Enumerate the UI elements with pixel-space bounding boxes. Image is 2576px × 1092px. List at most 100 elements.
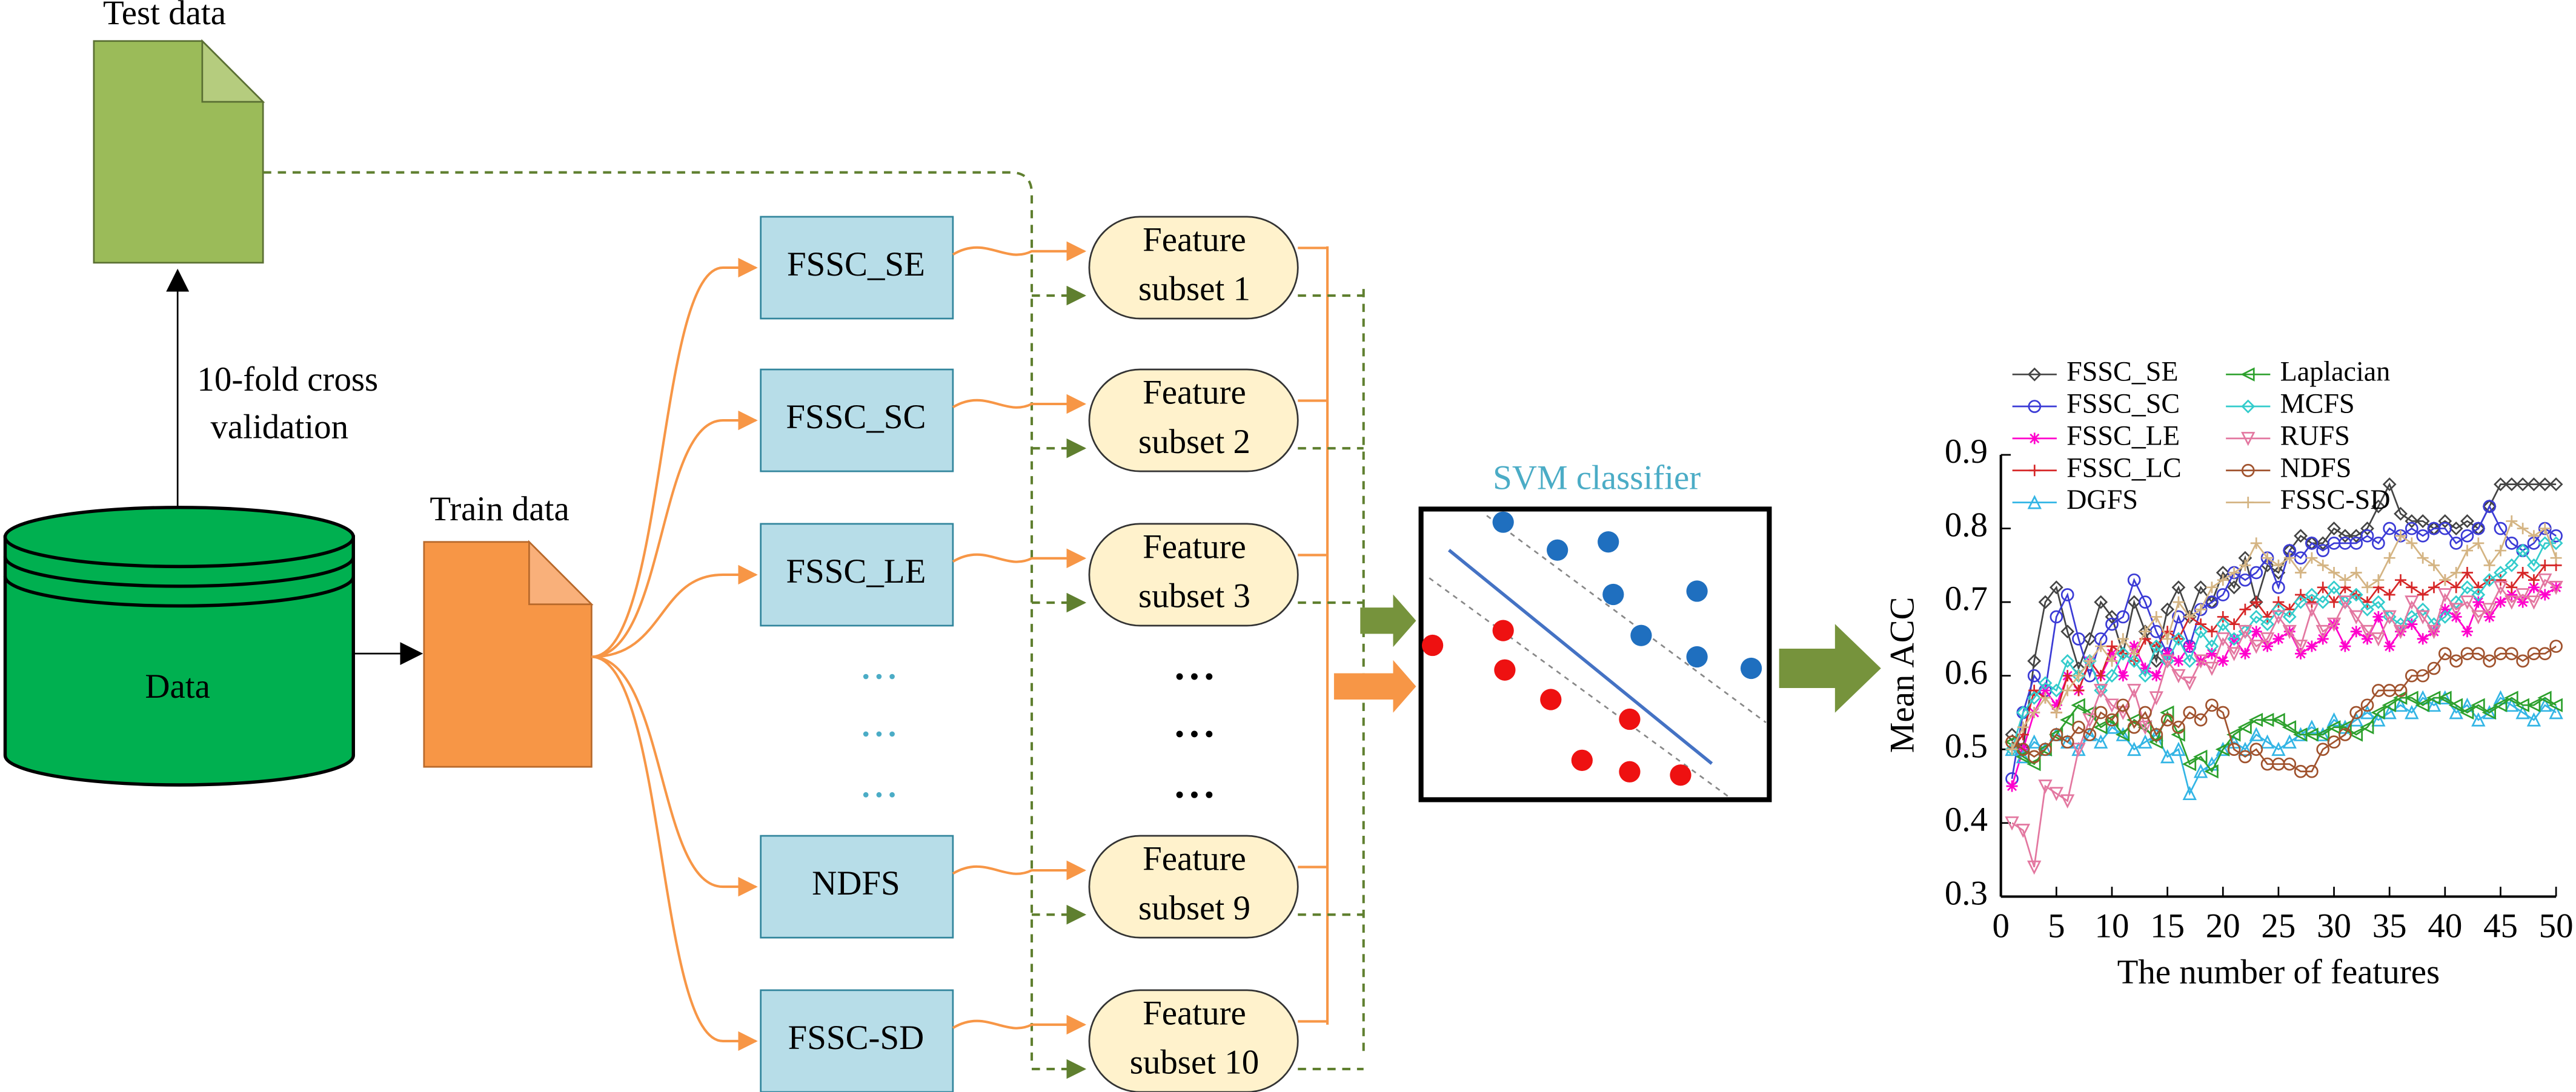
data-point: [2539, 523, 2551, 535]
data-point: [2272, 580, 2285, 594]
data-point: [2039, 684, 2051, 697]
data-point: [2062, 670, 2074, 682]
data-point: [2349, 529, 2363, 543]
series-line: [2011, 520, 2557, 750]
data-point: [2073, 670, 2085, 682]
data-point: [2038, 779, 2053, 794]
svm-illustration: [1421, 511, 1767, 798]
data-point: [2449, 704, 2463, 720]
data-point: [2205, 661, 2219, 677]
data-point: [2027, 690, 2042, 705]
data-point: [2128, 647, 2140, 660]
data-point: [2082, 713, 2097, 728]
data-point: [2472, 596, 2485, 608]
data-point: [2505, 558, 2519, 572]
data-point: [2372, 537, 2385, 550]
data-point: [2494, 596, 2506, 608]
data-point: [2426, 697, 2442, 712]
data-point: [2305, 764, 2319, 778]
data-point: [2360, 624, 2375, 640]
subset-flow: [952, 241, 1087, 262]
data-point: [2515, 704, 2530, 720]
data-point: [2228, 618, 2240, 630]
subset-label: subset 1: [1138, 270, 1250, 308]
data-point: [2027, 750, 2041, 764]
data-point: [2282, 610, 2297, 624]
data-point: [2117, 633, 2129, 645]
data-point: [2417, 589, 2429, 601]
data-point: [2549, 536, 2563, 551]
legend-label: FSSC_SC: [2066, 388, 2180, 419]
data-point: [2060, 624, 2075, 639]
data-point: [2127, 573, 2141, 587]
data-label: Data: [145, 667, 210, 706]
data-point: [2549, 580, 2563, 595]
y-tick-label: 0.5: [1945, 727, 1988, 765]
data-point: [2505, 647, 2518, 661]
data-point: [2016, 824, 2031, 838]
data-point: [2315, 536, 2330, 551]
data-point: [2171, 669, 2186, 684]
data-point: [2149, 691, 2163, 706]
data-point: [2173, 596, 2185, 608]
data-point: [2105, 713, 2119, 727]
data-point: [2116, 727, 2130, 741]
data-point: [2360, 521, 2374, 535]
data-point: [2249, 595, 2263, 609]
data-point: [2282, 720, 2297, 735]
data-point: [2405, 595, 2419, 610]
data-point: [2362, 596, 2374, 608]
data-point: [2182, 786, 2197, 801]
data-point: [2494, 544, 2506, 557]
y-tick-label: 0.8: [1945, 506, 1988, 544]
data-point: [2482, 704, 2497, 720]
data-point: [2194, 580, 2208, 595]
legend-label: FSSC_LC: [2066, 452, 2182, 483]
data-point: [2293, 640, 2308, 654]
data-point: [2515, 588, 2530, 603]
data-point: [2228, 567, 2240, 579]
data-point: [2327, 580, 2341, 595]
data-point: [2160, 602, 2175, 617]
legend-label: FSSC-SD: [2280, 484, 2391, 515]
data-point: [2371, 595, 2386, 609]
data-point: [2515, 543, 2530, 558]
legend-marker: [2242, 497, 2254, 509]
data-point: [2428, 581, 2440, 594]
data-point: [2073, 684, 2085, 697]
data-point: [2360, 698, 2374, 712]
data-point: [2137, 720, 2152, 735]
data-point: [2471, 521, 2485, 535]
data-point: [2249, 727, 2263, 741]
subset-box: [1088, 368, 1299, 472]
data-point: [2550, 552, 2562, 564]
data-point: [2095, 670, 2107, 682]
data-point: [2349, 706, 2363, 720]
method-label: FSSC_SE: [787, 245, 925, 283]
ellipsis: [863, 673, 895, 798]
data-point: [2249, 640, 2263, 654]
data-point: [2005, 727, 2019, 742]
data-point: [2093, 734, 2108, 749]
data-point: [2494, 574, 2506, 586]
data-point: [2139, 663, 2151, 675]
data-point: [2539, 559, 2551, 571]
y-tick-label: 0.9: [1945, 432, 1988, 471]
data-point: [2527, 558, 2541, 572]
train-flow: [591, 655, 758, 897]
data-point: [2439, 603, 2451, 615]
data-point: [2271, 602, 2286, 617]
subset-box: [1088, 523, 1299, 627]
data-point: [2272, 559, 2285, 571]
data-point: [2526, 595, 2541, 610]
subset-label: subset 10: [1130, 1044, 1259, 1082]
data-point: [2450, 581, 2462, 594]
data-point: [2383, 589, 2395, 601]
data-point: [2262, 552, 2274, 564]
data-point: [2506, 515, 2518, 527]
data-point: [2394, 684, 2408, 697]
data-point: [2527, 477, 2541, 492]
data-point: [2471, 712, 2486, 727]
data-point: [2194, 713, 2208, 727]
data-point: [2549, 477, 2563, 492]
